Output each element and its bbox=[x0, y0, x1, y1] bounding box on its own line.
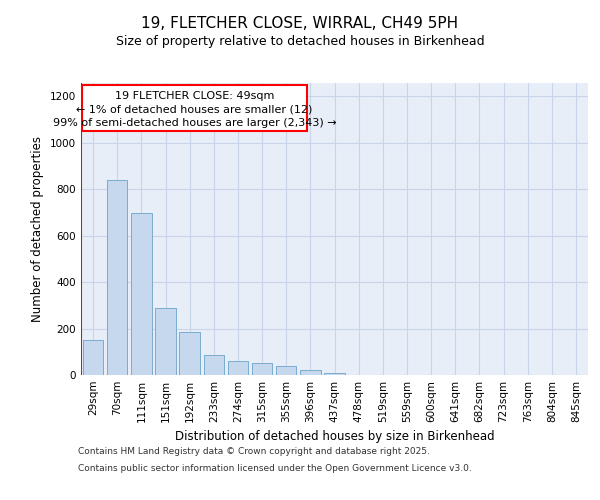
Bar bbox=[324, 372, 345, 375]
Bar bbox=[83, 340, 103, 375]
Bar bbox=[107, 180, 127, 375]
Bar bbox=[179, 332, 200, 375]
Y-axis label: Number of detached properties: Number of detached properties bbox=[31, 136, 44, 322]
Bar bbox=[276, 366, 296, 375]
X-axis label: Distribution of detached houses by size in Birkenhead: Distribution of detached houses by size … bbox=[175, 430, 494, 444]
Bar bbox=[82, 85, 307, 131]
Text: ← 1% of detached houses are smaller (12): ← 1% of detached houses are smaller (12) bbox=[76, 104, 313, 115]
Text: 19 FLETCHER CLOSE: 49sqm: 19 FLETCHER CLOSE: 49sqm bbox=[115, 92, 274, 102]
Text: Contains public sector information licensed under the Open Government Licence v3: Contains public sector information licen… bbox=[78, 464, 472, 473]
Bar bbox=[155, 308, 176, 375]
Text: Contains HM Land Registry data © Crown copyright and database right 2025.: Contains HM Land Registry data © Crown c… bbox=[78, 448, 430, 456]
Bar bbox=[300, 370, 320, 375]
Bar bbox=[227, 361, 248, 375]
Bar bbox=[252, 364, 272, 375]
Text: Size of property relative to detached houses in Birkenhead: Size of property relative to detached ho… bbox=[116, 35, 484, 48]
Bar bbox=[131, 212, 152, 375]
Text: 99% of semi-detached houses are larger (2,343) →: 99% of semi-detached houses are larger (… bbox=[53, 118, 336, 128]
Text: 19, FLETCHER CLOSE, WIRRAL, CH49 5PH: 19, FLETCHER CLOSE, WIRRAL, CH49 5PH bbox=[142, 16, 458, 31]
Bar bbox=[203, 356, 224, 375]
